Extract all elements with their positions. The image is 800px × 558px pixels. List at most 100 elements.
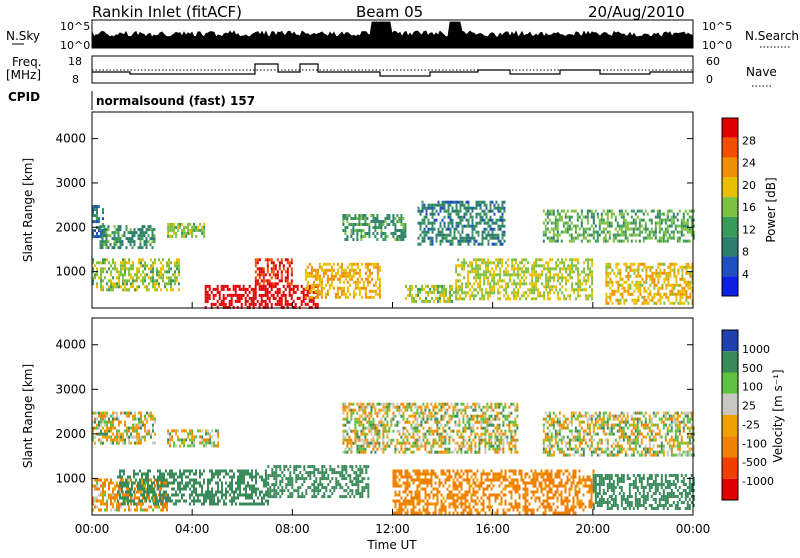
heatmap-cell <box>436 451 438 454</box>
heatmap-cell <box>267 488 269 491</box>
heatmap-cell <box>170 282 172 285</box>
heatmap-cell <box>591 273 593 276</box>
heatmap-cell <box>376 403 378 406</box>
heatmap-cell <box>460 237 462 240</box>
heatmap-cell <box>249 297 251 300</box>
heatmap-cell <box>289 285 291 288</box>
heatmap-cell <box>341 290 343 293</box>
heatmap-cell <box>535 288 537 291</box>
heatmap-cell <box>462 204 464 207</box>
heatmap-cell <box>683 228 685 231</box>
heatmap-cell <box>681 302 683 305</box>
heatmap-cell <box>171 438 173 441</box>
heatmap-cell <box>164 285 166 288</box>
heatmap-cell <box>468 234 470 237</box>
heatmap-cell <box>112 421 114 424</box>
heatmap-cell <box>217 503 219 506</box>
heatmap-cell <box>515 258 517 261</box>
heatmap-cell <box>126 436 128 439</box>
heatmap-cell <box>100 503 102 506</box>
heatmap-cell <box>450 228 452 231</box>
heatmap-cell <box>293 285 295 288</box>
heatmap-cell <box>166 264 168 267</box>
heatmap-cell <box>177 485 179 488</box>
heatmap-cell <box>175 235 177 238</box>
heatmap-cell <box>677 225 679 228</box>
heatmap-cell <box>118 270 120 273</box>
heatmap-cell <box>615 299 617 302</box>
heatmap-cell <box>140 264 142 267</box>
heatmap-cell <box>641 278 643 281</box>
heatmap-cell <box>557 294 559 297</box>
heatmap-cell <box>352 223 354 226</box>
heatmap-cell <box>414 415 416 418</box>
heatmap-cell <box>663 272 665 275</box>
heatmap-cell <box>339 486 341 489</box>
heatmap-cell <box>661 213 663 216</box>
heatmap-cell <box>149 491 151 494</box>
heatmap-cell <box>346 412 348 415</box>
heatmap-cell <box>167 229 169 232</box>
heatmap-cell <box>356 217 358 220</box>
heatmap-cell <box>185 438 187 441</box>
heatmap-cell <box>309 272 311 275</box>
heatmap-cell <box>444 204 446 207</box>
heatmap-cell <box>263 300 265 303</box>
heatmap-cell <box>511 291 513 294</box>
heatmap-cell <box>307 294 309 297</box>
heatmap-cell <box>470 225 472 228</box>
heatmap-cell <box>633 263 635 266</box>
heatmap-cell <box>545 288 547 291</box>
heatmap-cell <box>472 231 474 234</box>
heatmap-cell <box>499 285 501 288</box>
heatmap-cell <box>633 290 635 293</box>
heatmap-cell <box>123 485 125 488</box>
heatmap-cell <box>267 258 269 261</box>
heatmap-cell <box>685 290 687 293</box>
heatmap-cell <box>571 267 573 270</box>
heatmap-cell <box>450 231 452 234</box>
heatmap-cell <box>458 445 460 448</box>
heatmap-cell <box>211 500 213 503</box>
heatmap-cell <box>535 261 537 264</box>
heatmap-cell <box>195 488 197 491</box>
heatmap-cell <box>129 488 131 491</box>
heatmap-cell <box>629 266 631 269</box>
heatmap-cell <box>611 269 613 272</box>
heatmap-cell <box>597 234 599 237</box>
heatmap-cell <box>451 294 453 297</box>
heatmap-cell <box>605 281 607 284</box>
heatmap-cell <box>119 485 121 488</box>
heatmap-cell <box>116 267 118 270</box>
heatmap-cell <box>365 483 367 486</box>
heatmap-cell <box>621 296 623 299</box>
heatmap-cell <box>679 296 681 299</box>
y-tick-label: 3000 <box>55 176 86 190</box>
heatmap-cell <box>243 294 245 297</box>
heatmap-cell <box>505 297 507 300</box>
heatmap-cell <box>661 296 663 299</box>
heatmap-cell <box>136 506 138 509</box>
heatmap-cell <box>423 300 425 303</box>
heatmap-cell <box>452 243 454 246</box>
heatmap-cell <box>615 237 617 240</box>
heatmap-cell <box>358 229 360 232</box>
heatmap-cell <box>358 403 360 406</box>
heatmap-cell <box>480 213 482 216</box>
heatmap-cell <box>523 273 525 276</box>
heatmap-cell <box>406 418 408 421</box>
heatmap-cell <box>424 436 426 439</box>
heatmap-cell <box>358 421 360 424</box>
heatmap-cell <box>367 465 369 468</box>
heatmap-cell <box>384 238 386 241</box>
heatmap-cell <box>376 214 378 217</box>
heatmap-cell <box>464 225 466 228</box>
heatmap-cell <box>142 264 144 267</box>
heatmap-cell <box>123 497 125 500</box>
heatmap-cell <box>144 485 146 488</box>
heatmap-cell <box>233 288 235 291</box>
heatmap-cell <box>465 282 467 285</box>
heatmap-cell <box>523 294 525 297</box>
heatmap-cell <box>100 442 102 445</box>
heatmap-cell <box>647 296 649 299</box>
